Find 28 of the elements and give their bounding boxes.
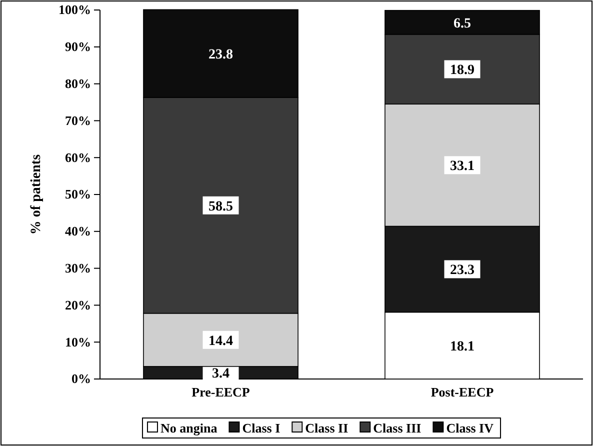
data-label: 18.9	[450, 63, 474, 78]
y-tick-label: 30%	[65, 260, 91, 276]
legend-label: Class I	[242, 420, 280, 436]
y-tick-label: 10%	[65, 334, 91, 350]
legend-label: Class III	[373, 420, 422, 436]
y-tick-label: 0%	[72, 371, 91, 386]
x-tick-label: Pre-EECP	[192, 384, 250, 400]
y-tick-label: 90%	[65, 39, 91, 54]
data-label: 23.3	[450, 263, 474, 278]
y-tick-label: 60%	[65, 150, 91, 165]
data-label: 18.1	[450, 340, 474, 355]
y-tick-label: 50%	[65, 186, 91, 202]
data-label: 58.5	[208, 199, 233, 214]
y-tick-label: 20%	[65, 297, 91, 312]
data-label: 3.4	[212, 366, 230, 382]
data-label: 33.1	[450, 159, 474, 174]
y-tick-label: 80%	[65, 76, 91, 91]
data-label: 14.4	[208, 334, 233, 349]
x-tick-label: Post-EECP	[430, 384, 494, 400]
y-tick-label: 70%	[65, 112, 91, 128]
y-axis-title: % of patients	[29, 154, 44, 235]
legend-label: No angina	[160, 420, 218, 436]
data-label: 23.8	[208, 47, 233, 62]
legend-label: Class II	[305, 420, 348, 436]
y-tick-label: 100%	[58, 2, 91, 18]
legend-label: Class IV	[446, 420, 494, 436]
y-tick-label: 40%	[65, 224, 91, 239]
data-label: 6.5	[454, 16, 471, 32]
